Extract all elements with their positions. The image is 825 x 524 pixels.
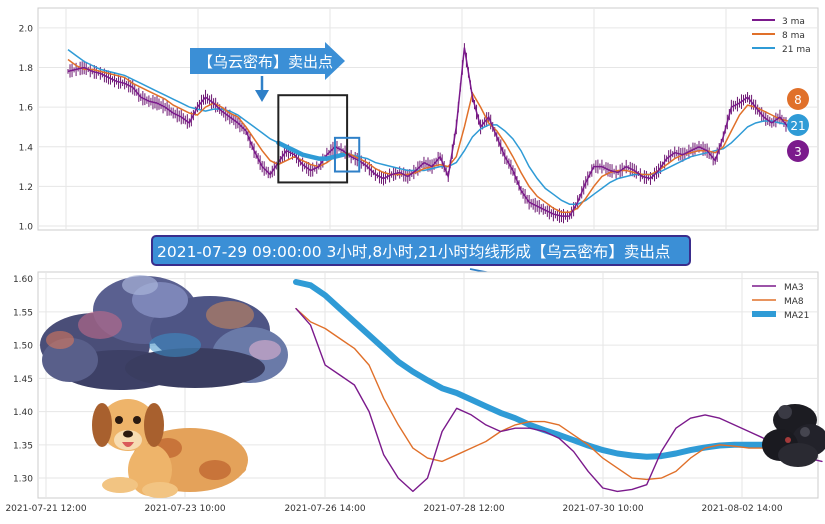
bottom-y-tick-label: 1.55 (13, 308, 33, 318)
top-callout-banner: 【乌云密布】卖出点 (190, 42, 345, 102)
badge-ma3-label: 3 (794, 145, 802, 159)
top-y-tick-label: 2.0 (19, 24, 34, 34)
badge-ma21-label: 21 (790, 119, 805, 133)
top-y-tick-label: 1.8 (19, 64, 34, 74)
top-y-tick-label: 1.0 (19, 223, 34, 233)
top-legend: 3 ma 8 ma 21 ma (752, 17, 811, 55)
line-3ma (67, 47, 789, 217)
top-banner-arrow-shape (190, 42, 345, 80)
bottom-x-tick-label: 2021-08-02 14:00 (701, 504, 782, 514)
badge-ma8 (787, 88, 809, 110)
badge-ma3 (787, 140, 809, 162)
bottom-x-tick-label: 2021-07-30 10:00 (562, 504, 643, 514)
line-8ma (67, 58, 789, 213)
signal-candle-box (333, 136, 361, 173)
ma-badges: 8 21 3 (787, 88, 809, 162)
bottom-x-tick-label: 2021-07-26 14:00 (284, 504, 365, 514)
bottom-ma-lines (293, 279, 825, 493)
cartoon-dog-illustration (92, 399, 248, 498)
top-plot-frame (37, 7, 819, 231)
badge-ma21 (787, 114, 809, 136)
line-MA21 (293, 279, 825, 460)
top-banner-pointer-head (255, 90, 269, 102)
top-ma-lines (67, 47, 789, 217)
middle-callout-banner: 2021-07-29 09:00:00 3小时,8小时,21小时均线形成【乌云密… (151, 235, 691, 286)
legend-label-3ma: 3 ma (782, 17, 805, 27)
bottom-y-tick-label: 1.60 (13, 275, 33, 285)
bottom-x-tick-label: 2021-07-21 12:00 (5, 504, 86, 514)
bottom-y-ticks: 1.30 1.35 1.40 1.45 1.50 1.55 1.60 (13, 275, 33, 484)
legend-label-MA3: MA3 (784, 283, 804, 293)
bottom-y-tick-label: 1.35 (13, 441, 33, 451)
legend-label-MA21: MA21 (784, 311, 809, 321)
bottom-legend: MA3 MA8 MA21 (752, 283, 809, 321)
line-21ma-emphasis (276, 140, 346, 161)
bottom-y-tick-label: 1.45 (13, 375, 33, 385)
pattern-highlight-boxes (277, 94, 361, 184)
dark-cloud-illustration (40, 275, 288, 390)
legend-label-8ma: 8 ma (782, 31, 805, 41)
top-y-tick-label: 1.6 (19, 104, 34, 114)
badge-ma8-label: 8 (794, 93, 802, 107)
legend-label-MA8: MA8 (784, 297, 804, 307)
bottom-y-tick-label: 1.50 (13, 342, 33, 352)
line-MA8 (295, 307, 823, 481)
bottom-x-tick-label: 2021-07-28 12:00 (423, 504, 504, 514)
legend-label-21ma: 21 ma (782, 45, 811, 55)
black-cloud-illustration (762, 404, 825, 467)
top-banner-text: 【乌云密布】卖出点 (198, 53, 333, 71)
middle-banner-box (151, 235, 691, 266)
line-21ma (67, 48, 789, 205)
top-y-tick-label: 1.2 (19, 183, 33, 193)
middle-banner-text: 2021-07-29 09:00:00 3小时,8小时,21小时均线形成【乌云密… (157, 243, 670, 261)
bottom-x-ticks: 2021-07-21 12:00 2021-07-23 10:00 2021-07-… (5, 504, 782, 514)
bottom-y-tick-label: 1.30 (13, 475, 33, 485)
top-y-ticks: 1.0 1.2 1.4 1.6 1.8 2.0 (19, 24, 34, 232)
bottom-x-tick-label: 2021-07-23 10:00 (144, 504, 225, 514)
line-MA3 (295, 307, 823, 493)
bottom-y-tick-label: 1.40 (13, 408, 33, 418)
top-y-tick-label: 1.4 (19, 143, 34, 153)
top-grid (38, 8, 818, 230)
